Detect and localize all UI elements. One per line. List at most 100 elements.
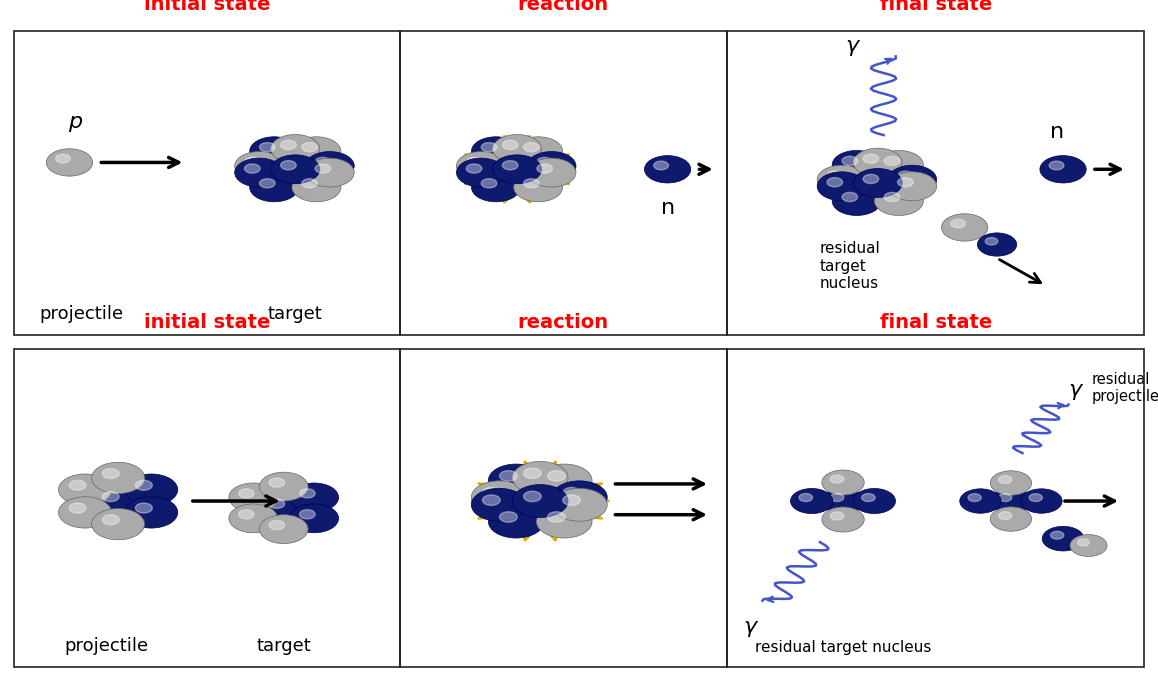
Circle shape [990, 489, 1032, 513]
Circle shape [833, 187, 881, 215]
Circle shape [306, 158, 354, 187]
Circle shape [456, 152, 505, 181]
Circle shape [842, 192, 858, 202]
Circle shape [280, 161, 296, 170]
Circle shape [960, 489, 1001, 513]
Circle shape [467, 157, 482, 167]
Circle shape [548, 512, 565, 522]
Circle shape [471, 137, 520, 166]
Text: target: target [256, 637, 312, 655]
Circle shape [292, 173, 340, 202]
Circle shape [514, 173, 563, 202]
Circle shape [250, 173, 299, 202]
Circle shape [862, 494, 875, 501]
Circle shape [269, 478, 285, 487]
Circle shape [259, 515, 308, 544]
Circle shape [259, 472, 308, 501]
Circle shape [537, 164, 552, 173]
Circle shape [229, 504, 278, 533]
Circle shape [874, 187, 923, 215]
Circle shape [888, 172, 937, 200]
Circle shape [91, 486, 145, 516]
Circle shape [125, 474, 177, 505]
Circle shape [503, 161, 518, 170]
Circle shape [551, 488, 607, 521]
Circle shape [102, 515, 119, 525]
Circle shape [536, 505, 592, 538]
Circle shape [977, 233, 1017, 256]
Text: reaction: reaction [518, 313, 609, 332]
Text: residual target nucleus: residual target nucleus [755, 640, 931, 655]
Polygon shape [471, 461, 609, 541]
Text: p: p [68, 111, 82, 131]
Circle shape [644, 156, 690, 183]
Circle shape [499, 512, 518, 522]
Circle shape [229, 483, 278, 512]
Circle shape [507, 482, 573, 521]
Circle shape [302, 179, 317, 188]
Circle shape [998, 494, 1012, 501]
Circle shape [280, 140, 296, 150]
Circle shape [259, 493, 308, 523]
Circle shape [514, 137, 563, 166]
Circle shape [990, 507, 1032, 531]
Circle shape [1042, 527, 1084, 551]
Circle shape [523, 491, 541, 501]
Circle shape [863, 174, 879, 183]
Circle shape [863, 154, 879, 163]
Circle shape [135, 480, 153, 490]
Circle shape [827, 178, 843, 187]
Circle shape [102, 469, 119, 479]
Circle shape [818, 172, 866, 200]
Circle shape [822, 507, 864, 532]
Bar [400, 31, 727, 335]
Text: reaction: reaction [518, 0, 609, 14]
Circle shape [548, 471, 565, 481]
Polygon shape [459, 135, 576, 203]
Circle shape [853, 148, 902, 177]
Bar [14, 31, 400, 335]
Circle shape [292, 137, 340, 166]
Circle shape [551, 481, 607, 514]
Circle shape [523, 142, 540, 152]
Circle shape [818, 166, 866, 194]
Circle shape [315, 164, 331, 173]
Circle shape [874, 150, 923, 179]
Circle shape [271, 155, 320, 184]
Circle shape [830, 512, 844, 520]
Circle shape [822, 470, 864, 495]
Circle shape [941, 213, 988, 241]
Circle shape [269, 521, 285, 529]
Circle shape [512, 462, 569, 495]
Bar [14, 349, 400, 667]
Circle shape [990, 471, 1032, 495]
Circle shape [897, 171, 914, 181]
Circle shape [968, 494, 981, 501]
Circle shape [244, 157, 261, 167]
Circle shape [1040, 156, 1086, 183]
Circle shape [830, 494, 844, 501]
Circle shape [537, 157, 552, 167]
Circle shape [492, 135, 542, 163]
Circle shape [271, 135, 320, 163]
Circle shape [885, 192, 900, 202]
Circle shape [998, 475, 1012, 484]
Circle shape [1029, 494, 1042, 501]
Circle shape [527, 152, 576, 181]
Circle shape [483, 488, 500, 498]
Circle shape [315, 157, 331, 167]
Circle shape [799, 494, 813, 501]
Circle shape [302, 142, 317, 152]
Circle shape [125, 497, 177, 528]
Bar [727, 31, 1144, 335]
Circle shape [1070, 535, 1107, 557]
Circle shape [69, 503, 86, 513]
Circle shape [523, 468, 541, 479]
Circle shape [499, 471, 518, 481]
Circle shape [1021, 489, 1062, 513]
Bar [727, 349, 1144, 667]
Text: n: n [660, 198, 675, 218]
Circle shape [259, 142, 276, 152]
Circle shape [489, 505, 544, 538]
Circle shape [523, 179, 540, 188]
